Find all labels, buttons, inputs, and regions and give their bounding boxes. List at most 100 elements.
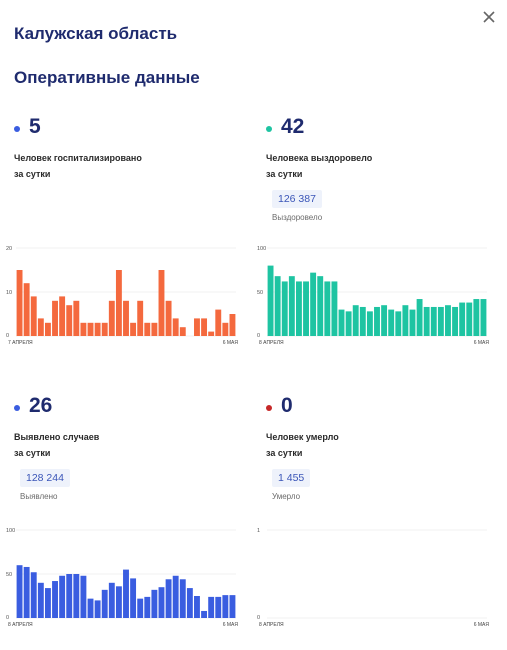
chart-bar[interactable]	[108, 300, 115, 336]
chart-bar[interactable]	[281, 281, 288, 336]
chart-bar[interactable]	[395, 311, 402, 336]
chart-bar[interactable]	[115, 586, 122, 618]
stat-description: Человека выздоровело за сутки	[266, 150, 426, 182]
chart-bar[interactable]	[130, 322, 137, 336]
chart-bar[interactable]	[80, 575, 87, 618]
chart-bar[interactable]	[137, 598, 144, 618]
chart-bar[interactable]	[295, 281, 302, 336]
chart-bar[interactable]	[144, 322, 151, 336]
chart-bar[interactable]	[37, 318, 44, 336]
chart-bar[interactable]	[359, 306, 366, 336]
chart-bar[interactable]	[194, 318, 200, 336]
chart-bar[interactable]	[416, 299, 423, 336]
chart-bar[interactable]	[158, 270, 165, 336]
chart-bar[interactable]	[222, 322, 229, 336]
chart-bar[interactable]	[208, 331, 215, 336]
chart-bar[interactable]	[59, 575, 66, 618]
chart-bar[interactable]	[73, 574, 80, 618]
chart-bar[interactable]	[215, 309, 222, 336]
chart-bar[interactable]	[201, 610, 208, 618]
chart-bar[interactable]	[165, 300, 172, 336]
chart-bar[interactable]	[366, 311, 373, 336]
chart-bar[interactable]	[137, 300, 144, 336]
close-button[interactable]	[478, 6, 500, 28]
chart-bar[interactable]	[388, 309, 395, 336]
chart-bar[interactable]	[130, 578, 137, 618]
chart-bar[interactable]	[123, 300, 129, 336]
chart-bar[interactable]	[16, 565, 23, 618]
chart-bar[interactable]	[374, 306, 380, 336]
chart-bar[interactable]	[165, 579, 172, 618]
chart-bar[interactable]	[73, 300, 80, 336]
chart-bar[interactable]	[66, 574, 73, 618]
chart-bar[interactable]	[381, 305, 388, 336]
chart-bar[interactable]	[101, 589, 108, 618]
chart-bar[interactable]	[144, 596, 151, 618]
chart-bar[interactable]	[229, 595, 236, 618]
chart-bar[interactable]	[179, 579, 186, 618]
chart-bar[interactable]	[310, 272, 317, 336]
chart-bar[interactable]	[186, 588, 193, 618]
chart-bar[interactable]	[94, 600, 101, 618]
chart-bar[interactable]	[66, 305, 73, 336]
chart-bar[interactable]	[229, 314, 236, 336]
chart-bar[interactable]	[324, 281, 331, 336]
chart-bar[interactable]	[179, 327, 186, 336]
chart-bar[interactable]	[430, 306, 437, 336]
chart-bar[interactable]	[466, 302, 473, 336]
chart-bar[interactable]	[222, 595, 229, 618]
chart-bar[interactable]	[59, 296, 66, 336]
chart-bar[interactable]	[473, 299, 480, 336]
chart-bar[interactable]	[208, 596, 215, 618]
chart-bar[interactable]	[345, 311, 352, 336]
chart-bar[interactable]	[87, 322, 94, 336]
chart-bar[interactable]	[23, 283, 30, 336]
chart-bar[interactable]	[52, 581, 58, 618]
chart-bar[interactable]	[201, 318, 208, 336]
chart-bar[interactable]	[37, 582, 44, 618]
chart-bar[interactable]	[317, 276, 324, 336]
chart-bar[interactable]	[274, 276, 281, 336]
chart-bar[interactable]	[445, 305, 451, 336]
chart-bar[interactable]	[115, 270, 122, 336]
chart-bar[interactable]	[303, 281, 309, 336]
stat-value: 26	[29, 394, 53, 417]
x-start-label: 8 АПРЕЛЯ	[259, 622, 284, 628]
chart-bar[interactable]	[480, 299, 487, 336]
chart-bar[interactable]	[87, 598, 94, 618]
chart-bar[interactable]	[338, 309, 345, 336]
chart-bar[interactable]	[80, 322, 87, 336]
chart-bar[interactable]	[94, 322, 101, 336]
x-start-label: 7 АПРЕЛЯ	[8, 340, 33, 346]
chart-bar[interactable]	[108, 582, 115, 618]
chart-bar[interactable]	[44, 322, 51, 336]
chart-bar[interactable]	[423, 306, 430, 336]
chart-bar[interactable]	[123, 569, 129, 618]
chart-bar[interactable]	[215, 596, 222, 618]
chart-bar[interactable]	[331, 281, 338, 336]
chart-bar[interactable]	[52, 300, 58, 336]
chart-bar[interactable]	[16, 270, 23, 336]
y-tick-label: 1	[257, 528, 260, 534]
chart-bar[interactable]	[459, 302, 466, 336]
chart-bar[interactable]	[402, 305, 409, 336]
cumulative-label: Умерло	[272, 492, 301, 501]
chart-bar[interactable]	[288, 276, 295, 336]
chart-bar[interactable]	[452, 306, 459, 336]
stat-desc-line1: Человека выздоровело	[266, 153, 373, 163]
chart-bar[interactable]	[151, 589, 158, 618]
chart-bar[interactable]	[30, 572, 37, 618]
chart-bar[interactable]	[172, 318, 179, 336]
chart-bar[interactable]	[44, 588, 51, 618]
chart-bar[interactable]	[409, 309, 416, 336]
chart-bar[interactable]	[194, 596, 200, 618]
chart-bar[interactable]	[437, 306, 444, 336]
chart-bar[interactable]	[151, 322, 158, 336]
chart-bar[interactable]	[158, 587, 165, 618]
chart-bar[interactable]	[101, 322, 108, 336]
chart-bar[interactable]	[267, 265, 274, 336]
chart-bar[interactable]	[30, 296, 37, 336]
chart-bar[interactable]	[172, 575, 179, 618]
chart-bar[interactable]	[352, 305, 359, 336]
chart-bar[interactable]	[23, 566, 30, 618]
